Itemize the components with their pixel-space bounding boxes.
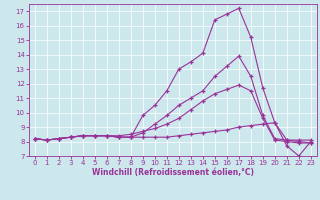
X-axis label: Windchill (Refroidissement éolien,°C): Windchill (Refroidissement éolien,°C) [92,168,254,177]
